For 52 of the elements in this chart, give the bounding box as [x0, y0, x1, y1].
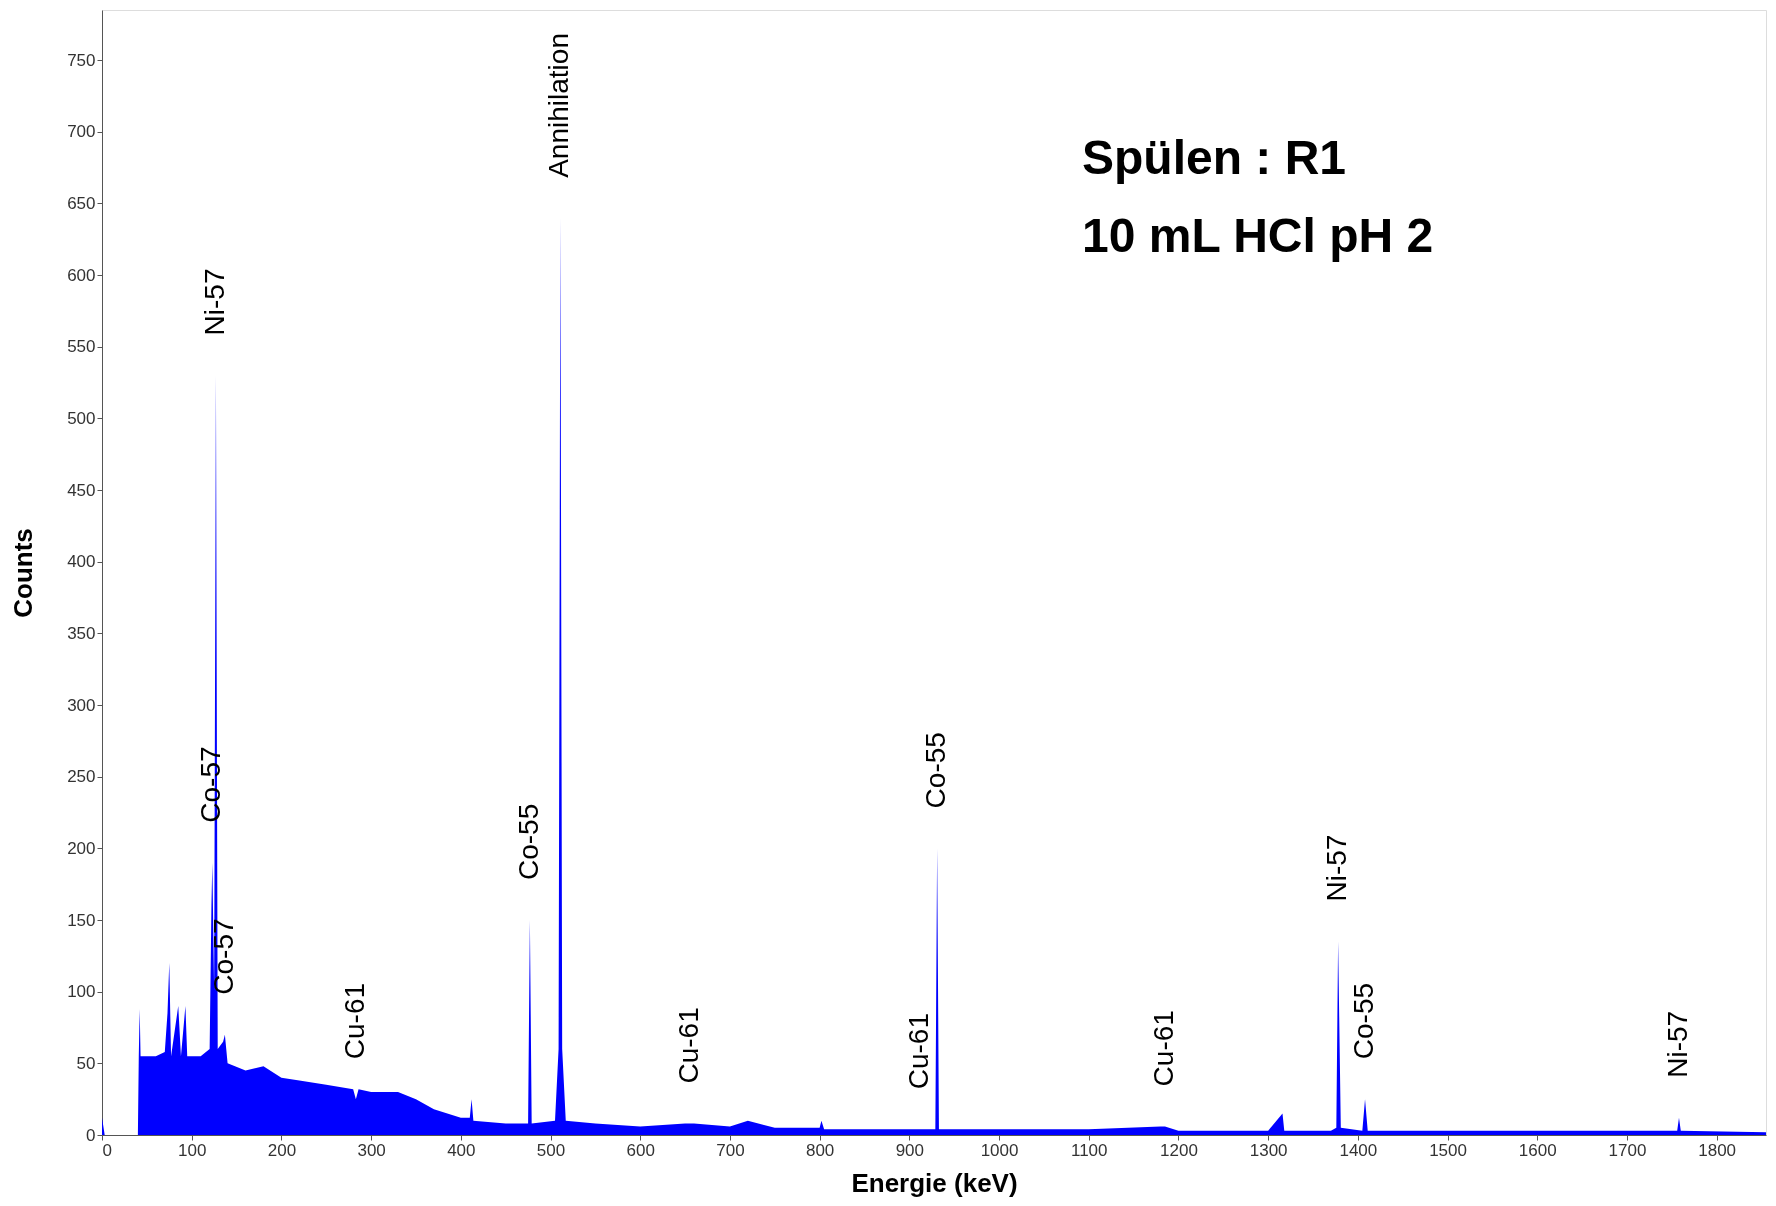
x-tick-label: 200 [267, 1140, 297, 1160]
x-tick-label: 500 [536, 1140, 566, 1160]
annotation: Co-55 [512, 803, 544, 881]
annotation: Cu-61 [338, 982, 370, 1060]
annotation: Ni-57 [1321, 834, 1353, 902]
annotation: Spülen : R1 [1082, 131, 1347, 184]
x-tick-label: 100 [178, 1140, 207, 1160]
annotation: Cu-61 [903, 1013, 935, 1090]
annotation: Ni-57 [198, 268, 230, 336]
y-tick-label: 600 [67, 265, 96, 285]
annotation: Co-57 [207, 918, 239, 995]
y-tick-label: 400 [67, 552, 96, 572]
y-tick-label: 500 [67, 408, 96, 428]
y-tick-label: 200 [67, 838, 96, 858]
x-tick-label: 1100 [1070, 1140, 1108, 1160]
x-tick-label: 1000 [980, 1140, 1019, 1160]
x-tick-label: 800 [805, 1140, 835, 1160]
x-tick-label: 400 [447, 1140, 476, 1160]
annotation: Co-57 [195, 746, 227, 823]
annotation: 10 mL HCl pH 2 [1082, 209, 1434, 262]
y-tick-label: 450 [67, 480, 96, 500]
annotation: Ni-57 [1661, 1010, 1693, 1078]
x-tick-label: 0 [102, 1140, 112, 1160]
x-axis-title: Energie (keV) [851, 1167, 1018, 1198]
x-tick-label: 1200 [1160, 1140, 1198, 1160]
y-axis-title: Counts [8, 528, 39, 618]
x-tick-label: 1400 [1339, 1140, 1378, 1160]
y-tick-label: 550 [67, 337, 96, 357]
y-tick-label: 100 [67, 982, 96, 1002]
y-tick-label: 700 [67, 122, 96, 142]
y-tick-label: 50 [76, 1053, 96, 1073]
x-tick-label: 1800 [1698, 1140, 1737, 1160]
y-tick-label: 250 [67, 767, 96, 787]
y-tick-label: 750 [67, 50, 96, 70]
x-tick-label: 600 [626, 1140, 655, 1160]
annotation: Co-55 [1348, 982, 1380, 1060]
y-tick-label: 300 [67, 695, 96, 715]
annotation: Cu-61 [673, 1007, 705, 1084]
x-tick-label: 1700 [1608, 1140, 1647, 1160]
x-tick-label: 300 [357, 1140, 386, 1160]
y-tick-label: 350 [67, 623, 96, 643]
x-tick-label: 1300 [1249, 1140, 1288, 1160]
x-tick-label: 900 [895, 1140, 925, 1160]
annotation: Cu-61 [1147, 1010, 1179, 1087]
y-tick-label: 150 [67, 910, 96, 930]
annotation: Co-55 [920, 732, 952, 809]
annotation: Annihilation [543, 33, 575, 178]
x-tick-label: 1600 [1518, 1140, 1557, 1160]
y-tick-label: 650 [67, 193, 96, 213]
y-tick-label: 0 [86, 1125, 96, 1145]
x-tick-label: 1500 [1429, 1140, 1467, 1160]
x-tick-label: 700 [716, 1140, 745, 1160]
